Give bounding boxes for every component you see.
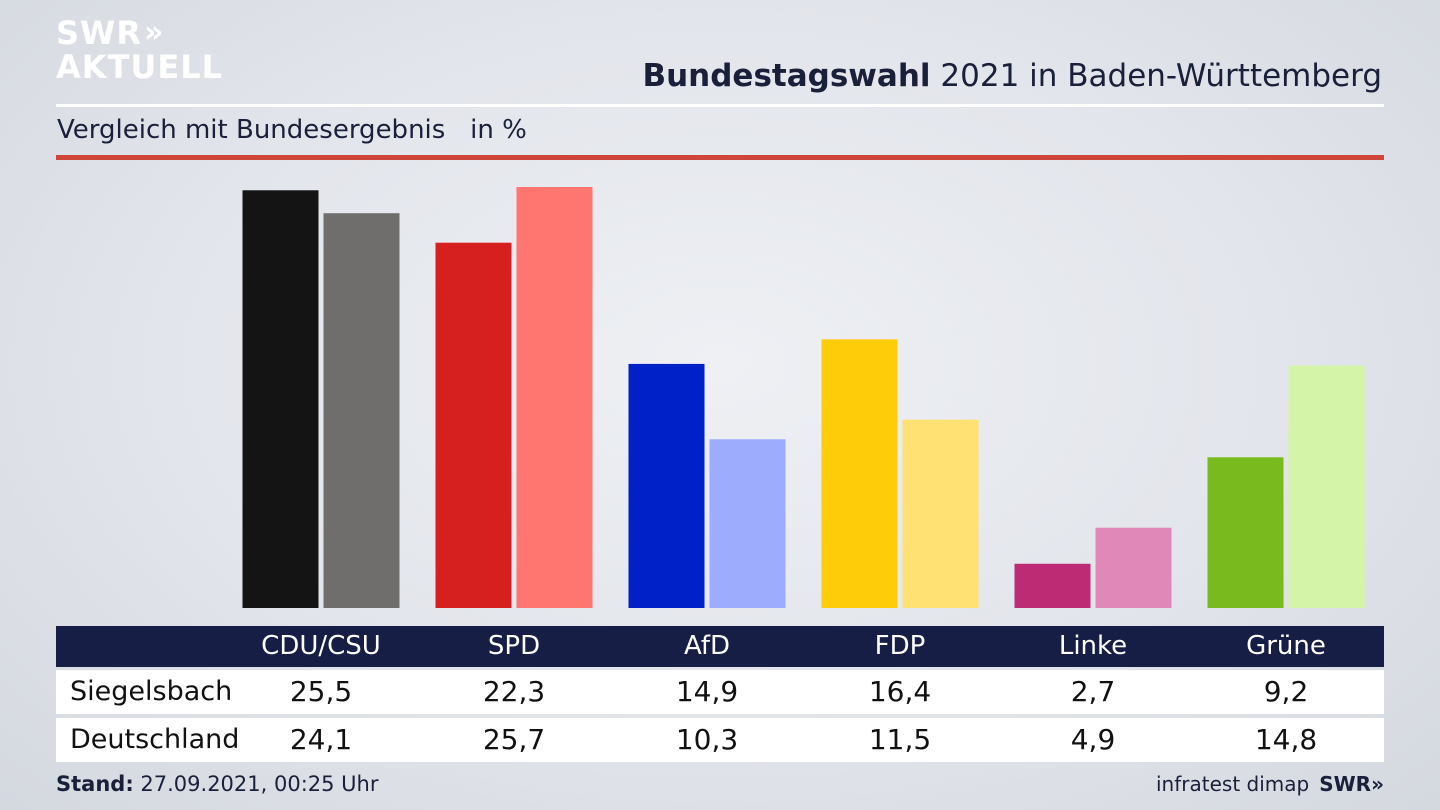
value-cell: 14,9 [675, 675, 739, 708]
footer-swr-logo: SWR» [1319, 772, 1384, 796]
logo-aktuell-text: AKTUELL [56, 48, 224, 86]
value-cell: 4,9 [1070, 723, 1116, 756]
results-table: CDU/CSU SPD AfD FDP Linke Grüne Siegelsbach 25… [56, 626, 1384, 762]
value-cell: 11,5 [868, 723, 932, 756]
logo-swr-text: SWR [56, 14, 142, 52]
chart-title-rest: 2021 in Baden-Württemberg [930, 58, 1382, 94]
bar-grüne-siegelsbach [1207, 457, 1284, 608]
chart-subtitle: Vergleich mit Bundesergebnis in % [57, 115, 527, 145]
column-header-afd: AfD [683, 631, 731, 661]
table-row: Deutschland 24,1 25,7 10,3 11,5 4,9 14,8 [56, 718, 1384, 762]
value-cell: 24,1 [289, 723, 353, 756]
row-label-deutschland: Deutschland [70, 724, 240, 755]
bar-spd-deutschland [516, 187, 593, 608]
value-cell: 22,3 [482, 675, 546, 708]
value-cell: 9,2 [1263, 675, 1309, 708]
bar-fdp-deutschland [902, 419, 979, 608]
table-row: Siegelsbach 25,5 22,3 14,9 16,4 2,7 9,2 [56, 670, 1384, 714]
swr-aktuell-logo: SWR» AKTUELL [56, 14, 224, 86]
bar-cducsu-siegelsbach [242, 190, 319, 609]
table-header: CDU/CSU SPD AfD FDP Linke Grüne [56, 626, 1384, 667]
bar-linke-siegelsbach [1014, 563, 1091, 608]
value-cell: 16,4 [868, 675, 932, 708]
title-divider [56, 104, 1384, 107]
chart-title: Bundestagswahl 2021 in Baden-Württemberg [642, 58, 1382, 94]
timestamp-value: 27.09.2021, 00:25 Uhr [133, 772, 379, 796]
column-header-fdp: FDP [874, 631, 926, 661]
bar-afd-siegelsbach [628, 363, 705, 608]
chart-title-bold: Bundestagswahl [642, 58, 931, 94]
column-header-grüne: Grüne [1246, 631, 1326, 661]
timestamp-label: Stand: [56, 772, 134, 796]
column-header-spd: SPD [487, 631, 541, 661]
bar-spd-siegelsbach [435, 242, 512, 608]
value-cell: 25,5 [289, 675, 353, 708]
source-text: infratest dimap [1156, 772, 1310, 796]
bar-linke-deutschland [1095, 527, 1172, 608]
subtitle-divider [56, 155, 1384, 160]
bar-afd-deutschland [709, 439, 786, 608]
bar-cducsu-deutschland [323, 213, 400, 608]
value-cell: 2,7 [1070, 675, 1116, 708]
value-cell: 10,3 [675, 723, 739, 756]
value-cell: 14,8 [1254, 723, 1318, 756]
column-header-cducsu: CDU/CSU [261, 631, 381, 661]
row-label-siegelsbach: Siegelsbach [70, 676, 233, 707]
source-credit: infratest dimap SWR» [1156, 772, 1384, 796]
column-header-linke: Linke [1058, 631, 1128, 661]
timestamp: Stand: 27.09.2021, 00:25 Uhr [56, 772, 379, 796]
bar-grüne-deutschland [1288, 365, 1365, 608]
bar-fdp-siegelsbach [821, 339, 898, 608]
value-cell: 25,7 [482, 723, 546, 756]
